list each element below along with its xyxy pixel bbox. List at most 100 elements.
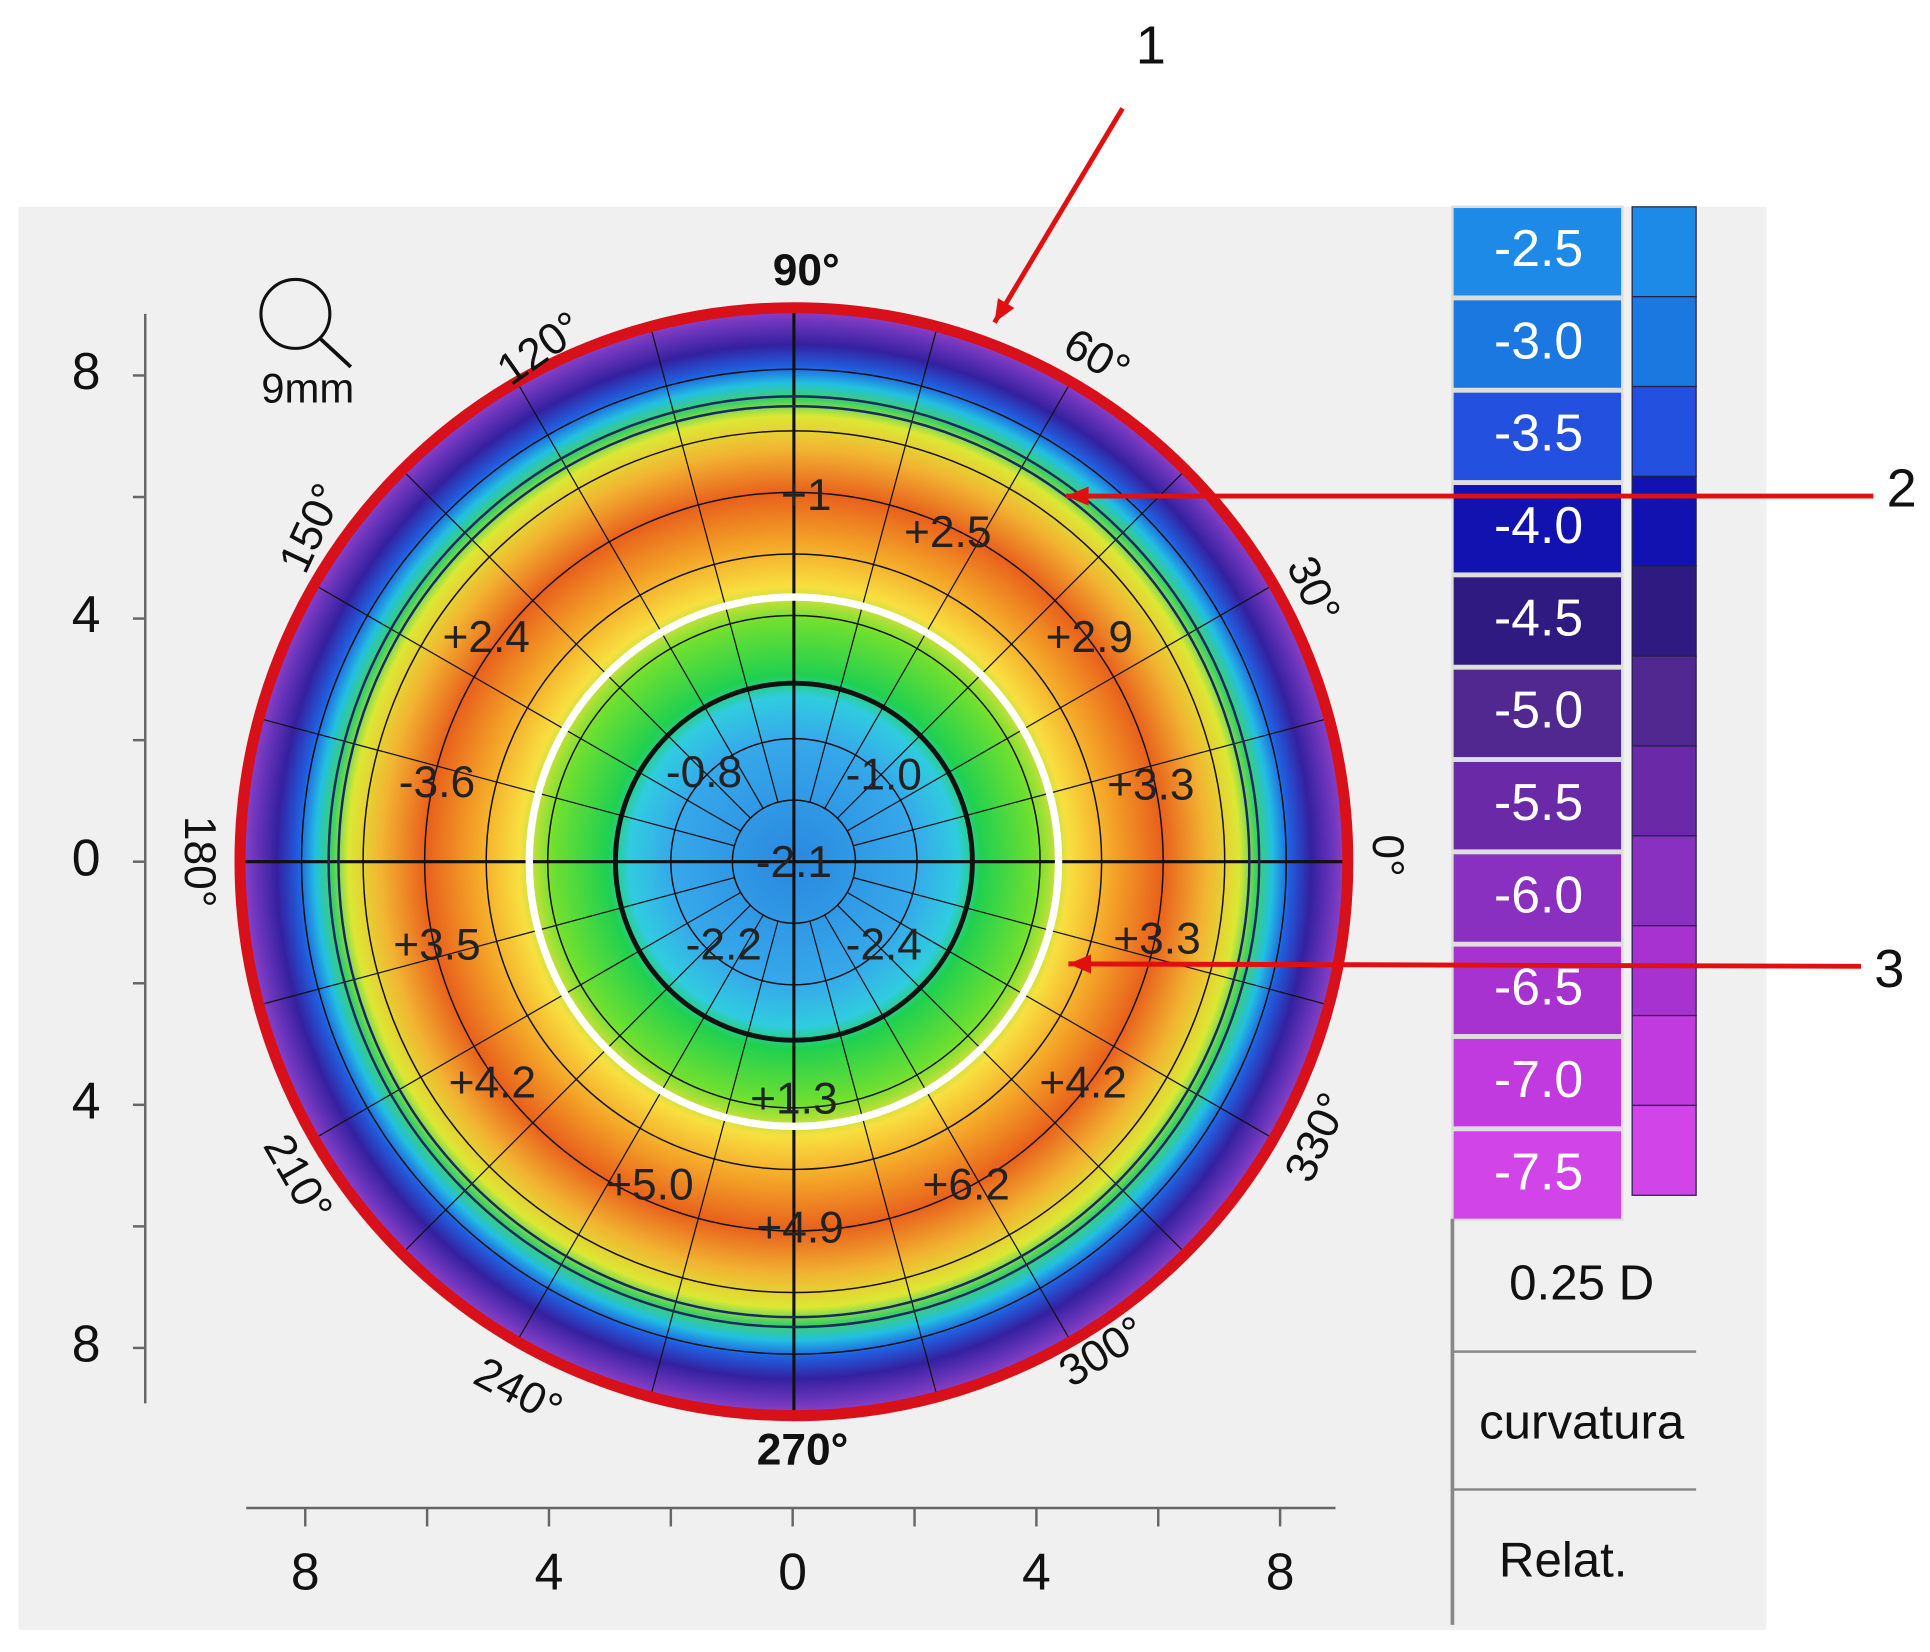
optical-zone bbox=[525, 593, 1063, 1131]
grid-spoke bbox=[853, 718, 1326, 847]
map-value: -2.1 bbox=[756, 838, 832, 887]
grid-spoke bbox=[317, 891, 741, 1138]
scale-strip bbox=[1631, 475, 1697, 567]
grid-spoke bbox=[836, 904, 1184, 1252]
grid-spoke bbox=[836, 472, 1184, 819]
grid-spoke bbox=[809, 920, 937, 1394]
zoom-icon-handle bbox=[318, 337, 353, 369]
scale-strip bbox=[1631, 565, 1697, 657]
bottom-tick-label: 8 bbox=[1266, 1542, 1295, 1600]
map-value: -3.6 bbox=[399, 758, 475, 807]
annotation-number: 1 bbox=[1136, 16, 1166, 76]
scale-swatch bbox=[1451, 667, 1624, 760]
scale-strip bbox=[1631, 835, 1697, 927]
angle-label: 0° bbox=[1363, 834, 1412, 876]
bottom-tick-label: 4 bbox=[535, 1542, 564, 1600]
scale-label: -2.5 bbox=[1494, 219, 1583, 277]
grid-spoke bbox=[518, 384, 764, 809]
grid-spoke bbox=[846, 891, 1271, 1138]
annotation-arrow bbox=[992, 107, 1125, 324]
angle-label: 180° bbox=[175, 816, 224, 908]
scale-label: -7.0 bbox=[1494, 1050, 1583, 1108]
scale-label: -3.5 bbox=[1494, 404, 1583, 462]
grid-spoke bbox=[262, 877, 735, 1005]
map-value: -2.2 bbox=[686, 921, 762, 970]
grid-spoke bbox=[518, 914, 764, 1339]
left-tick-label: 4 bbox=[72, 1071, 101, 1129]
scale-strip bbox=[1631, 655, 1697, 747]
map-value: +4.2 bbox=[449, 1058, 536, 1107]
scale-swatch bbox=[1451, 205, 1624, 298]
scale-swatch bbox=[1451, 1036, 1624, 1129]
scale-strip bbox=[1631, 1014, 1697, 1107]
scale-strip bbox=[1631, 296, 1697, 388]
map-value: +4.9 bbox=[756, 1204, 843, 1253]
scale-label: -7.5 bbox=[1494, 1142, 1583, 1200]
scale-label: -5.0 bbox=[1494, 681, 1583, 739]
map-value: +3.5 bbox=[393, 921, 480, 970]
zoom-icon bbox=[259, 277, 332, 350]
outer-edge bbox=[234, 302, 1354, 1422]
scale-swatch bbox=[1451, 851, 1624, 945]
map-mode: Relat. bbox=[1499, 1532, 1628, 1587]
step-size: 0.25 D bbox=[1509, 1255, 1654, 1310]
map-value: +1.3 bbox=[750, 1074, 837, 1123]
scale-swatch bbox=[1451, 944, 1624, 1037]
scale-swatch bbox=[1451, 574, 1624, 668]
annotation-arrowhead bbox=[1068, 954, 1092, 974]
angle-label: 270° bbox=[757, 1425, 849, 1474]
annotation-arrowhead bbox=[994, 298, 1015, 323]
scale-label: -4.5 bbox=[1494, 588, 1583, 646]
bottom-tick-label: 4 bbox=[1022, 1542, 1051, 1600]
grid-spoke bbox=[650, 920, 779, 1394]
scale-swatch bbox=[1451, 297, 1624, 391]
topography-map bbox=[234, 302, 1354, 1422]
scale-swatch bbox=[1451, 759, 1624, 852]
map-value: -0.8 bbox=[666, 748, 742, 797]
map-value: +2.9 bbox=[1046, 613, 1133, 662]
grid-spoke bbox=[809, 330, 937, 803]
left-tick-label: 8 bbox=[72, 1315, 101, 1373]
map-value: +2.4 bbox=[442, 613, 529, 662]
map-value: +3.3 bbox=[1113, 914, 1200, 963]
map-type: curvatura bbox=[1479, 1394, 1685, 1449]
grid-spoke bbox=[404, 904, 751, 1252]
scale-swatch bbox=[1451, 482, 1624, 575]
left-tick-label: 8 bbox=[72, 342, 101, 400]
scale-strip bbox=[1631, 1104, 1697, 1196]
grid-spoke bbox=[650, 330, 779, 803]
scale-label: -5.5 bbox=[1494, 773, 1583, 831]
zone-ring bbox=[327, 395, 1261, 1329]
map-value: +3.3 bbox=[1107, 761, 1194, 810]
scale-label: -3.0 bbox=[1494, 311, 1583, 369]
map-value: +4.2 bbox=[1039, 1058, 1126, 1107]
scale-label: -4.0 bbox=[1494, 496, 1583, 554]
bottom-tick-label: 8 bbox=[291, 1542, 320, 1600]
left-tick-label: 0 bbox=[72, 828, 101, 886]
map-value: +2.5 bbox=[904, 508, 991, 557]
scale-swatch bbox=[1451, 390, 1624, 483]
grid-spoke bbox=[846, 586, 1271, 832]
annotation-number: 2 bbox=[1887, 459, 1917, 519]
bottom-tick-label: 0 bbox=[778, 1542, 807, 1600]
annotation-arrowhead bbox=[1065, 486, 1089, 506]
scale-strip bbox=[1631, 745, 1697, 837]
map-value: -1.0 bbox=[846, 751, 922, 800]
left-tick-label: 4 bbox=[72, 585, 101, 643]
scale-strip bbox=[1631, 385, 1697, 478]
grid-spoke bbox=[824, 914, 1070, 1339]
scale-label: -6.0 bbox=[1494, 865, 1583, 923]
map-value: +6.2 bbox=[923, 1161, 1010, 1210]
map-value: -2.4 bbox=[846, 921, 922, 970]
zoom-label: 9mm bbox=[261, 365, 354, 412]
grid-spoke bbox=[404, 472, 751, 819]
zone-ring bbox=[337, 404, 1251, 1319]
grid-spoke bbox=[853, 877, 1326, 1005]
scale-strip bbox=[1631, 206, 1697, 298]
map-value: +5.0 bbox=[606, 1161, 693, 1210]
grid-spoke bbox=[317, 586, 741, 832]
annotation-arrow bbox=[1068, 961, 1862, 969]
grid-spoke bbox=[824, 384, 1070, 809]
annotation-number: 3 bbox=[1874, 939, 1904, 999]
